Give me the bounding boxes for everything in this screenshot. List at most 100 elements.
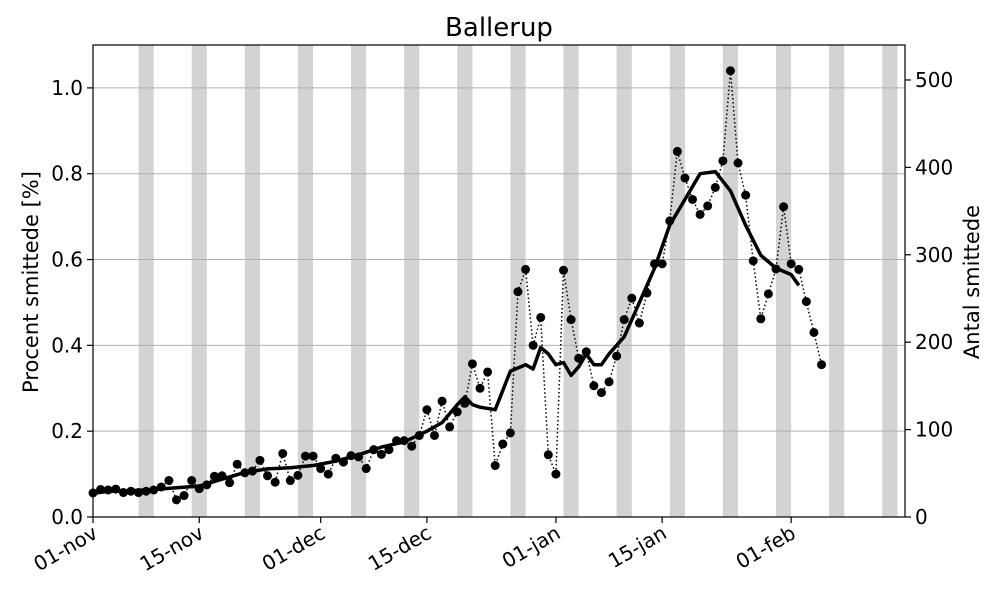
data-point xyxy=(270,477,280,487)
data-point xyxy=(695,209,705,219)
weekend-band xyxy=(616,45,632,517)
y2-tick-label: 100 xyxy=(915,418,953,442)
y2-tick-label: 200 xyxy=(915,330,953,354)
data-point xyxy=(171,495,181,505)
weekend-bands xyxy=(138,45,898,517)
data-point xyxy=(452,407,462,417)
data-point xyxy=(574,353,584,363)
y2-tick-label: 500 xyxy=(915,68,953,92)
data-point xyxy=(156,482,166,492)
data-point xyxy=(680,173,690,183)
data-point xyxy=(361,464,371,474)
data-point xyxy=(209,471,219,481)
data-point xyxy=(392,436,402,446)
data-point xyxy=(225,478,235,488)
data-point xyxy=(202,480,212,490)
data-point xyxy=(399,436,409,446)
data-point xyxy=(134,488,144,498)
data-point xyxy=(437,396,447,406)
data-point xyxy=(467,359,477,369)
x-tick-label: 15-jan xyxy=(604,521,671,573)
y-tick-label: 0.8 xyxy=(51,162,83,186)
data-point xyxy=(354,452,364,462)
data-point xyxy=(703,201,713,211)
weekend-band xyxy=(191,45,207,517)
data-point xyxy=(369,445,379,455)
weekend-band xyxy=(351,45,367,517)
data-point xyxy=(308,451,318,461)
data-point xyxy=(293,470,303,480)
smoothed-series-line xyxy=(92,169,801,496)
data-point xyxy=(118,488,128,498)
data-point xyxy=(445,422,455,432)
data-point xyxy=(665,216,675,226)
data-point xyxy=(786,259,796,269)
data-point xyxy=(217,471,227,481)
data-point xyxy=(513,287,523,297)
x-tick-label: 15-dec xyxy=(364,521,435,576)
data-point xyxy=(149,485,159,495)
data-point xyxy=(460,398,470,408)
data-point xyxy=(521,264,531,274)
y-axis-title: Procent smittede [%] xyxy=(19,171,43,393)
weekend-band xyxy=(722,45,739,517)
chart-title: Ballerup xyxy=(445,13,553,43)
data-point xyxy=(384,445,394,455)
weekend-band xyxy=(882,45,898,517)
weekend-band xyxy=(457,45,473,517)
data-point xyxy=(657,259,667,269)
data-point xyxy=(187,476,197,486)
y-tick-label: 0.4 xyxy=(51,333,83,357)
data-point xyxy=(650,259,660,269)
data-point xyxy=(285,476,295,486)
data-point xyxy=(346,451,356,461)
data-point xyxy=(559,265,569,275)
weekend-band xyxy=(829,45,845,517)
data-point xyxy=(741,190,751,200)
data-point xyxy=(794,264,804,274)
data-point xyxy=(96,485,106,495)
data-point xyxy=(801,297,811,307)
data-point xyxy=(194,484,204,494)
data-point xyxy=(809,327,819,337)
y2-tick-label: 0 xyxy=(915,505,928,529)
data-point xyxy=(111,484,121,494)
data-point xyxy=(483,367,493,377)
data-point xyxy=(331,453,341,463)
data-point xyxy=(278,448,288,458)
data-point xyxy=(627,293,637,303)
axes: 0.00.20.40.60.81.0010020030040050001-nov… xyxy=(29,44,953,576)
data-point xyxy=(619,315,629,325)
data-point xyxy=(817,360,827,370)
data-point xyxy=(414,430,424,440)
x-tick-label: 01-jan xyxy=(498,521,565,573)
data-point xyxy=(566,315,576,325)
y-tick-label: 0.2 xyxy=(51,419,83,443)
data-point xyxy=(376,449,386,459)
y-tick-label: 0.6 xyxy=(51,248,83,272)
data-point xyxy=(763,289,773,299)
y2-tick-label: 300 xyxy=(915,243,953,267)
data-point xyxy=(498,439,508,449)
data-point xyxy=(589,381,599,391)
data-point xyxy=(672,146,682,156)
weekend-band xyxy=(138,45,154,517)
weekend-band xyxy=(775,45,792,517)
data-point xyxy=(407,441,417,451)
x-tick-label: 01-feb xyxy=(732,521,800,574)
data-point xyxy=(323,469,333,479)
data-point xyxy=(240,468,250,478)
data-point xyxy=(634,318,644,328)
y2-axis-title: Antal smittede xyxy=(960,205,984,359)
data-point xyxy=(604,377,614,387)
data-point xyxy=(642,288,652,298)
data-point xyxy=(300,451,310,461)
data-point xyxy=(771,264,781,274)
data-point xyxy=(779,202,789,212)
data-point xyxy=(718,156,728,166)
data-point xyxy=(733,158,743,168)
data-point xyxy=(612,351,622,361)
data-point xyxy=(490,461,500,471)
data-points xyxy=(88,66,827,505)
x-tick-label: 01-dec xyxy=(258,521,329,576)
